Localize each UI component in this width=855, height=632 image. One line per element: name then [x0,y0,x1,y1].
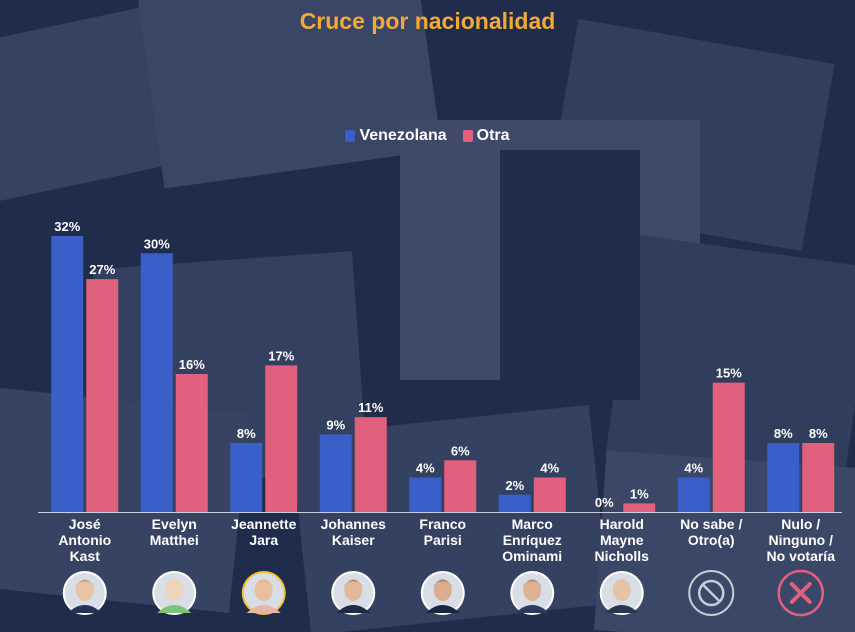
data-label-venezolana-5: 2% [505,478,524,493]
avatar-ominami [510,571,555,615]
data-label-venezolana-8: 8% [774,426,793,441]
bar-otra-1 [175,374,208,512]
category-label-2: Jeannette Jara [231,516,297,548]
bar-venezolana-1 [140,253,173,512]
category-label-0: José Antonio Kast [58,516,111,564]
category-label-7: No sabe / Otro(a) [680,516,742,548]
category-label-4: Franco Parisi [419,516,466,548]
data-label-otra-3: 11% [358,400,384,415]
data-label-otra-1: 16% [179,357,205,372]
category-label-8: Nulo / Ninguno / No votaría [767,516,836,564]
bar-otra-7 [712,382,745,512]
avatar-kast [62,571,107,615]
legend: Venezolana Otra [0,127,855,145]
bar-otra-2 [265,365,298,512]
category-label-6: Harold Mayne Nicholls [595,516,650,564]
data-label-venezolana-2: 8% [237,426,256,441]
data-label-venezolana-1: 30% [144,236,170,251]
data-label-otra-6: 1% [630,486,649,501]
bar-venezolana-4 [409,477,442,512]
bar-otra-3 [354,417,387,512]
legend-swatch-otra [462,130,473,142]
data-label-venezolana-7: 4% [684,461,703,476]
category-label-3: Johannes Kaiser [321,516,387,548]
avatar-kaiser [331,571,376,615]
ban-icon [688,570,735,616]
data-label-otra-4: 6% [451,443,470,458]
bar-otra-0 [86,279,119,512]
data-label-venezolana-6: 0% [595,495,614,510]
avatar-parisi [420,571,465,615]
bar-venezolana-8 [767,443,800,512]
close-icon [777,569,824,617]
avatar-jara [241,571,286,615]
data-label-otra-7: 15% [716,366,742,381]
legend-item-venezolana: Venezolana [345,127,447,145]
data-label-otra-5: 4% [540,461,559,476]
avatar-nicholls [599,571,644,615]
data-label-otra-8: 8% [809,426,828,441]
bar-venezolana-5 [498,494,531,512]
bar-venezolana-7 [677,477,710,512]
data-label-venezolana-0: 32% [54,219,80,234]
legend-item-otra: Otra [462,127,510,145]
chart-title: Cruce por nacionalidad [299,8,556,34]
legend-label-venezolana: Venezolana [359,127,447,144]
bar-otra-5 [533,477,566,512]
avatar-matthei [152,571,197,615]
bar-otra-4 [444,460,477,512]
bar-otra-8 [802,443,835,512]
legend-swatch-venezolana [345,130,356,142]
bar-venezolana-2 [230,443,263,512]
data-label-venezolana-3: 9% [326,417,345,432]
data-label-otra-2: 17% [268,348,294,363]
bar-venezolana-0 [51,236,84,512]
bar-otra-6 [623,503,656,512]
legend-label-otra: Otra [476,127,510,144]
data-label-venezolana-4: 4% [416,461,435,476]
category-label-1: Evelyn Matthei [150,516,199,548]
data-label-otra-0: 27% [89,262,115,277]
category-label-5: Marco Enríquez Ominami [502,516,562,564]
bar-venezolana-3 [319,434,352,512]
